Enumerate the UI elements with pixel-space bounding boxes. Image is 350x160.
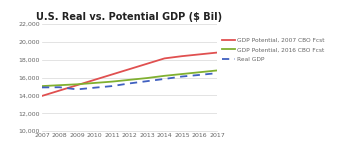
GDP Potential, 2007 CBO Fcst bbox=[92, 79, 97, 81]
GDP Potential, 2016 CBO Fcst bbox=[162, 75, 167, 77]
Real GDP bbox=[110, 85, 114, 87]
GDP Potential, 2016 CBO Fcst bbox=[75, 83, 79, 85]
GDP Potential, 2016 CBO Fcst bbox=[92, 82, 97, 84]
Real GDP bbox=[215, 72, 219, 74]
GDP Potential, 2007 CBO Fcst bbox=[145, 63, 149, 65]
GDP Potential, 2007 CBO Fcst bbox=[215, 52, 219, 54]
Title: U.S. Real vs. Potential GDP ($ Bil): U.S. Real vs. Potential GDP ($ Bil) bbox=[36, 12, 223, 22]
Real GDP bbox=[197, 74, 202, 76]
GDP Potential, 2016 CBO Fcst bbox=[127, 79, 132, 81]
Real GDP bbox=[180, 76, 184, 77]
GDP Potential, 2016 CBO Fcst bbox=[180, 73, 184, 75]
GDP Potential, 2016 CBO Fcst bbox=[215, 69, 219, 71]
GDP Potential, 2007 CBO Fcst bbox=[110, 73, 114, 75]
Real GDP bbox=[40, 86, 44, 88]
Line: Real GDP: Real GDP bbox=[42, 73, 217, 89]
GDP Potential, 2016 CBO Fcst bbox=[197, 71, 202, 73]
Line: GDP Potential, 2016 CBO Fcst: GDP Potential, 2016 CBO Fcst bbox=[42, 70, 217, 86]
GDP Potential, 2007 CBO Fcst bbox=[180, 55, 184, 57]
Real GDP bbox=[57, 86, 62, 88]
Legend: GDP Potential, 2007 CBO Fcst, GDP Potential, 2016 CBO Fcst, Real GDP: GDP Potential, 2007 CBO Fcst, GDP Potent… bbox=[222, 38, 325, 62]
Real GDP bbox=[75, 88, 79, 90]
GDP Potential, 2016 CBO Fcst bbox=[145, 77, 149, 79]
GDP Potential, 2007 CBO Fcst bbox=[57, 90, 62, 92]
Real GDP bbox=[162, 78, 167, 80]
Line: GDP Potential, 2007 CBO Fcst: GDP Potential, 2007 CBO Fcst bbox=[42, 53, 217, 96]
GDP Potential, 2007 CBO Fcst bbox=[162, 57, 167, 59]
GDP Potential, 2007 CBO Fcst bbox=[127, 68, 132, 70]
Real GDP bbox=[145, 80, 149, 82]
GDP Potential, 2007 CBO Fcst bbox=[75, 84, 79, 86]
GDP Potential, 2016 CBO Fcst bbox=[57, 84, 62, 86]
Real GDP bbox=[92, 87, 97, 89]
Real GDP bbox=[127, 82, 132, 84]
GDP Potential, 2007 CBO Fcst bbox=[197, 53, 202, 55]
GDP Potential, 2016 CBO Fcst bbox=[40, 85, 44, 87]
GDP Potential, 2007 CBO Fcst bbox=[40, 95, 44, 97]
GDP Potential, 2016 CBO Fcst bbox=[110, 81, 114, 83]
